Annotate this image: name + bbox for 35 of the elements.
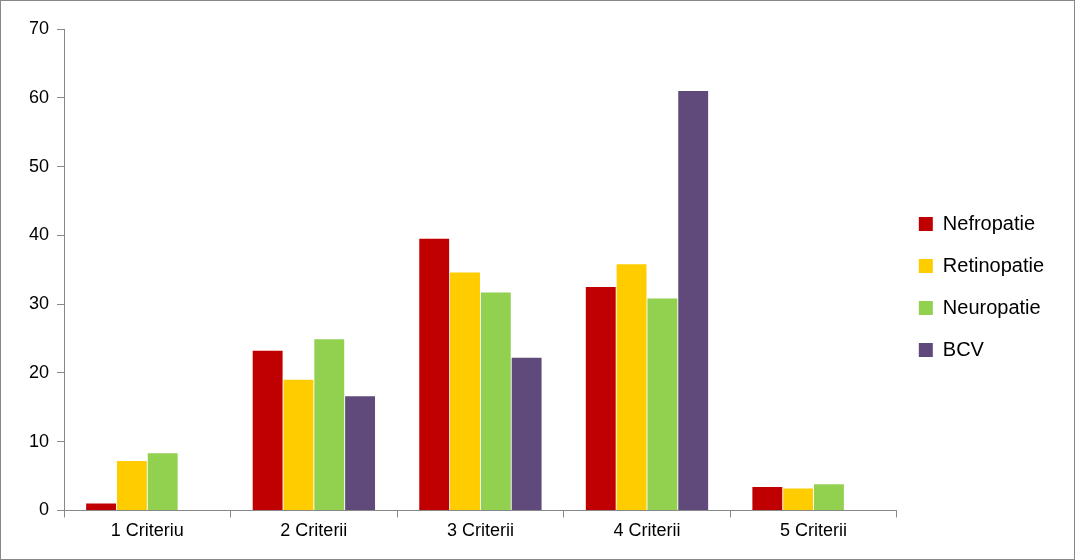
- bar: [585, 286, 616, 510]
- x-tick-label: 3 Criterii: [446, 520, 514, 541]
- bar: [345, 396, 376, 510]
- bar: [511, 357, 542, 510]
- y-tick-label: 60: [28, 86, 50, 107]
- bar: [116, 460, 147, 510]
- bar: [147, 453, 178, 510]
- y-tick-label: 40: [28, 224, 50, 245]
- legend-label: BCV: [942, 337, 985, 360]
- bar: [814, 484, 844, 510]
- x-tick-label: 5 Criterii: [780, 520, 848, 541]
- bar: [678, 90, 709, 510]
- bar: [314, 339, 345, 510]
- legend-label: Nefropatie: [942, 211, 1036, 234]
- bar: [450, 272, 480, 510]
- y-tick-label: 30: [28, 293, 50, 314]
- x-tick-label: 1 Criteriu: [110, 520, 184, 541]
- bar: [252, 350, 283, 510]
- y-tick-label: 20: [28, 361, 50, 382]
- x-tick-label: 2 Criterii: [280, 520, 348, 541]
- legend-label: Retinopatie: [942, 253, 1045, 276]
- y-tick-label: 0: [39, 499, 50, 520]
- y-tick-label: 50: [28, 155, 50, 176]
- bar: [647, 298, 678, 510]
- bar: [283, 379, 314, 510]
- bar: [480, 292, 511, 510]
- legend-label: Neuropatie: [942, 295, 1041, 318]
- bar: [616, 264, 647, 510]
- bar: [86, 503, 117, 510]
- bar: [419, 238, 450, 510]
- x-tick-label: 4 Criterii: [613, 520, 681, 541]
- y-tick-label: 10: [28, 430, 50, 451]
- y-tick-label: 70: [28, 17, 50, 38]
- bar: [783, 488, 814, 510]
- bar: [752, 487, 783, 510]
